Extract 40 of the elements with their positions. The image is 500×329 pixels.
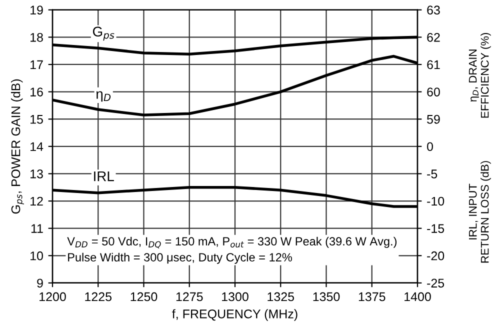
series-label: IRL: [94, 172, 114, 182]
x-tick-label: 1225: [85, 292, 112, 302]
y3-tick-label: -20: [427, 251, 444, 260]
y3-tick-label: -10: [427, 196, 444, 206]
y-tick-label: 11: [31, 224, 43, 233]
y-tick-label: 17: [30, 60, 43, 70]
y2-tick-label: 63: [427, 6, 440, 15]
x-tick-label: 1325: [268, 292, 294, 302]
y-tick-label: 18: [30, 32, 43, 42]
y-tick-label: 15: [30, 115, 43, 124]
y-tick-label: 19: [30, 6, 43, 15]
y-tick-label: 13: [30, 170, 43, 178]
y2-tick-label: 61: [427, 60, 440, 70]
y3-tick-label: -25: [427, 278, 444, 288]
y-tick-label: 9: [37, 278, 43, 288]
y3-tick-label: -15: [427, 224, 444, 233]
y3-tick-label: -5: [427, 170, 438, 178]
x-axis-title: f, FREQUENCY (MHz): [172, 309, 298, 321]
y-tick-label: 10: [30, 251, 43, 260]
annotation: Pulse Width = 300 μsec, Duty Cycle = 12%: [68, 252, 292, 264]
x-tick-label: 1400: [404, 292, 431, 302]
series-label: G$_{ps}$: [92, 26, 114, 41]
y-tick-label: 14: [30, 142, 44, 151]
x-tick-label: 1200: [40, 292, 66, 302]
y-tick-label: 12: [30, 196, 43, 206]
x-tick-label: 1350: [313, 292, 340, 302]
y2-axis-title: η$_{D}$, DRAIN EFFICIENCY (%): [468, 32, 491, 118]
y2-tick-label: 59: [427, 114, 440, 124]
x-tick-label: 1275: [176, 292, 203, 302]
annotation: V$_{DD}$ = 50 Vdc, I$_{DQ}$ = 150 mA, P$_{out}$ = 330 W Peak (39.6 W Avg.): [67, 236, 397, 248]
x-tick-label: 1250: [130, 292, 158, 302]
y3-tick-label: 0: [427, 142, 433, 152]
x-tick-label: 1375: [358, 292, 386, 302]
y3-axis-title: IRL, INPUT RETURN LOSS (dB): [469, 161, 491, 263]
y2-tick-label: 62: [427, 32, 440, 42]
y2-tick-label: 60: [427, 88, 440, 96]
y-tick-label: 16: [30, 88, 43, 96]
series-label: η$_{D}$: [96, 91, 111, 102]
x-tick-label: 1300: [222, 292, 248, 302]
y-axis-title: G$_{ps}$, POWER GAIN (dB): [11, 79, 24, 214]
